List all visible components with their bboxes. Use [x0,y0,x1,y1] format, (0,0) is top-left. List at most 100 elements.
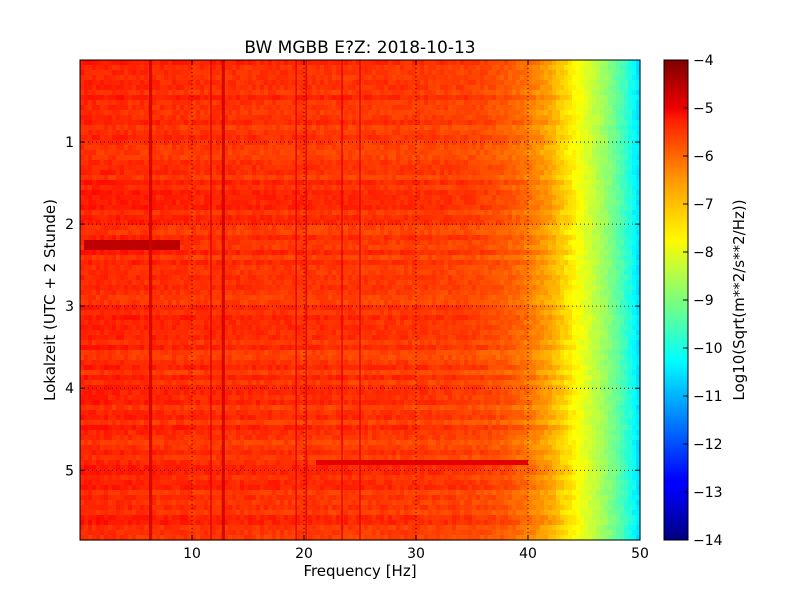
heatmap-cell [604,210,609,216]
heatmap-cell [544,205,549,211]
heatmap-cell [124,135,129,141]
heatmap-cell [436,85,441,91]
heatmap-cell [400,95,405,101]
heatmap-cell [276,140,281,146]
heatmap-cell [504,200,509,206]
heatmap-cell [312,125,317,131]
heatmap-cell [452,190,457,196]
heatmap-cell [332,135,337,141]
heatmap-cell [444,215,449,221]
heatmap-cell [324,220,329,226]
heatmap-cell [456,150,461,156]
heatmap-cell [196,115,201,121]
heatmap-cell [412,110,417,116]
heatmap-cell [600,145,605,151]
heatmap-cell [280,155,285,161]
heatmap-cell [468,175,473,181]
heatmap-cell [84,80,89,86]
heatmap-cell [264,135,269,141]
heatmap-cell [564,225,569,231]
heatmap-cell [608,80,613,86]
heatmap-cell [264,170,269,176]
heatmap-cell [508,200,513,206]
heatmap-cell [520,135,525,141]
heatmap-cell [532,110,537,116]
heatmap-cell [504,70,509,76]
heatmap-cell [608,200,613,206]
heatmap-cell [428,90,433,96]
heatmap-cell [80,210,85,216]
heatmap-cell [460,115,465,121]
heatmap-cell [292,190,297,196]
heatmap-cell [396,100,401,106]
heatmap-cell [576,70,581,76]
heatmap-cell [376,235,381,241]
heatmap-cell [104,200,109,206]
heatmap-cell [232,130,237,136]
heatmap-cell [300,85,305,91]
heatmap-cell [584,100,589,106]
heatmap-cell [276,100,281,106]
heatmap-cell [184,140,189,146]
heatmap-cell [572,135,577,141]
heatmap-cell [628,85,633,91]
heatmap-cell [420,210,425,216]
heatmap-cell [392,115,397,121]
heatmap-cell [324,235,329,241]
heatmap-cell [448,185,453,191]
heatmap-cell [600,70,605,76]
heatmap-cell [352,140,357,146]
heatmap-cell [496,100,501,106]
heatmap-cell [320,215,325,221]
heatmap-cell [128,165,133,171]
heatmap-cell [448,235,453,241]
heatmap-cell [620,200,625,206]
heatmap-cell [588,150,593,156]
heatmap-cell [536,85,541,91]
heatmap-cell [204,200,209,206]
heatmap-cell [292,135,297,141]
heatmap-cell [552,100,557,106]
heatmap-cell [412,170,417,176]
heatmap-cell [140,160,145,166]
heatmap-cell [588,180,593,186]
heatmap-cell [428,105,433,111]
heatmap-cell [256,115,261,121]
heatmap-cell [380,225,385,231]
heatmap-cell [416,200,421,206]
heatmap-cell [200,135,205,141]
heatmap-cell [176,170,181,176]
heatmap-cell [392,150,397,156]
heatmap-cell [444,230,449,236]
heatmap-cell [212,140,217,146]
heatmap-cell [152,130,157,136]
heatmap-cell [424,75,429,81]
heatmap-cell [104,100,109,106]
heatmap-cell [228,180,233,186]
heatmap-cell [180,140,185,146]
heatmap-cell [188,210,193,216]
heatmap-cell [568,230,573,236]
heatmap-cell [412,185,417,191]
heatmap-cell [172,215,177,221]
heatmap-cell [588,140,593,146]
heatmap-cell [420,110,425,116]
heatmap-cell [200,145,205,151]
heatmap-cell [296,170,301,176]
heatmap-cell [512,70,517,76]
heatmap-cell [444,75,449,81]
heatmap-cell [492,70,497,76]
heatmap-cell [100,130,105,136]
heatmap-cell [228,235,233,241]
heatmap-cell [452,220,457,226]
heatmap-cell [604,140,609,146]
heatmap-cell [376,125,381,131]
heatmap-cell [372,85,377,91]
heatmap-cell [556,100,561,106]
heatmap-cell [460,95,465,101]
heatmap-cell [600,210,605,216]
heatmap-cell [628,210,633,216]
heatmap-cell [360,85,365,91]
heatmap-cell [372,60,377,66]
heatmap-cell [260,145,265,151]
